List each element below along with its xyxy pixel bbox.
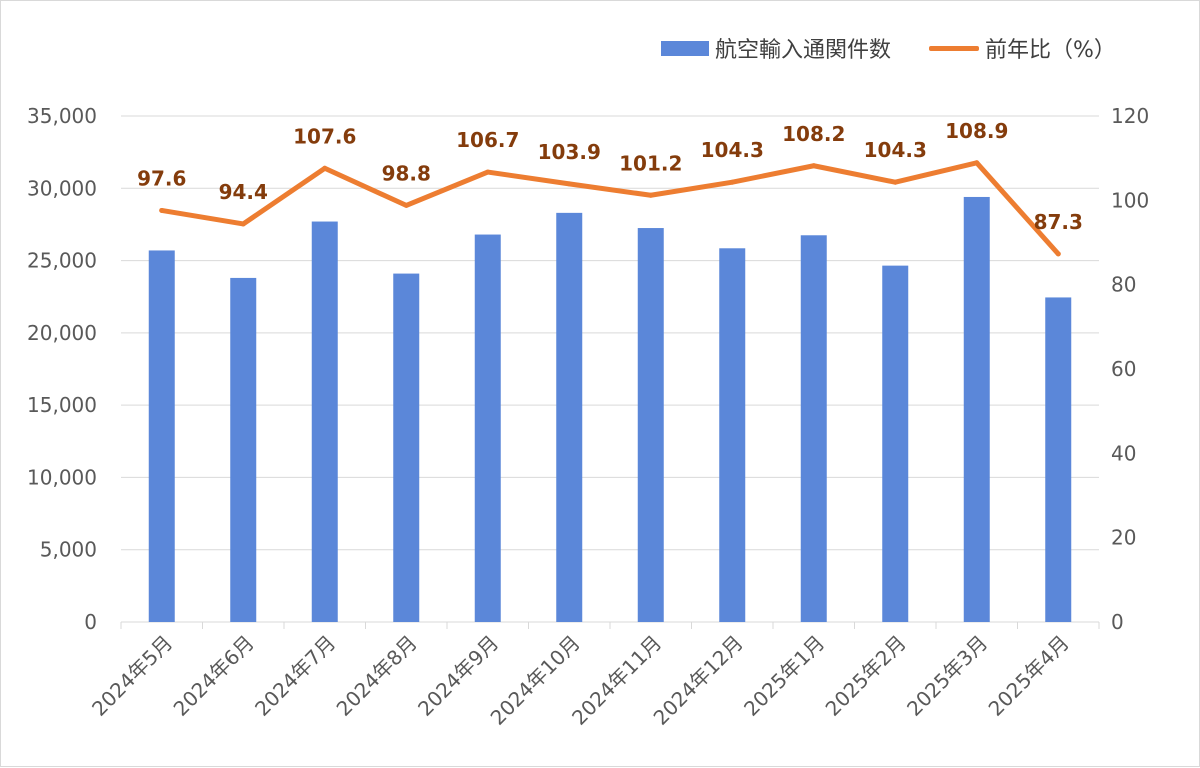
bar: [230, 277, 257, 622]
bar: [474, 234, 501, 622]
bar: [637, 228, 664, 623]
line-point: [322, 165, 328, 171]
bar: [963, 196, 990, 622]
line-point: [1055, 251, 1061, 257]
x-tick-label: 2024年7月: [250, 631, 340, 721]
left-tick-label: 35,000: [27, 104, 97, 128]
line-point: [892, 179, 898, 185]
right-tick-label: 120: [1111, 104, 1149, 128]
data-label: 103.9: [538, 140, 601, 164]
left-tick-label: 25,000: [27, 249, 97, 273]
left-tick-label: 5,000: [40, 538, 97, 562]
x-tick-label: 2025年4月: [984, 631, 1074, 721]
bar: [719, 248, 746, 623]
x-tick-label: 2024年6月: [169, 631, 259, 721]
right-tick-label: 100: [1111, 188, 1149, 212]
bar: [1045, 297, 1072, 622]
data-label: 101.2: [619, 151, 682, 175]
data-label: 107.6: [293, 124, 356, 148]
right-tick-label: 60: [1111, 357, 1136, 381]
x-tick-label: 2025年3月: [902, 631, 992, 721]
line-point: [648, 192, 654, 198]
right-tick-label: 0: [1111, 610, 1124, 634]
legend-label-bar: 航空輸入通関件数: [715, 38, 892, 63]
right-tick-label: 80: [1111, 273, 1136, 297]
data-label: 98.8: [382, 161, 431, 185]
left-tick-label: 20,000: [27, 321, 97, 345]
legend-item-bar: 航空輸入通関件数: [661, 32, 891, 64]
data-label: 104.3: [864, 138, 927, 162]
x-tick-label: 2025年2月: [821, 631, 911, 721]
bar: [556, 212, 583, 622]
bar: [882, 265, 909, 622]
series-line: [159, 160, 1061, 257]
left-tick-label: 30,000: [27, 176, 97, 200]
bar: [393, 273, 420, 622]
x-tick-label: 2024年8月: [332, 631, 422, 721]
legend-item-line: 前年比（%）: [929, 32, 1116, 64]
legend: 航空輸入通関件数 前年比（%）: [661, 33, 1154, 63]
left-tick-label: 10,000: [27, 465, 97, 489]
bar: [148, 250, 175, 623]
right-tick-label: 20: [1111, 526, 1136, 550]
data-label: 104.3: [701, 138, 764, 162]
line-point: [974, 160, 980, 166]
left-tick-label: 0: [84, 610, 97, 634]
line-point: [159, 207, 165, 213]
data-label: 97.6: [137, 166, 186, 190]
data-label: 106.7: [456, 128, 519, 152]
line-point: [729, 179, 735, 185]
bar: [311, 221, 338, 622]
data-label: 108.2: [782, 122, 845, 146]
data-label: 94.4: [219, 180, 268, 204]
legend-swatch-line: [929, 45, 980, 51]
data-label: 87.3: [1034, 210, 1083, 234]
line-point: [485, 169, 491, 175]
line-point: [811, 163, 817, 169]
legend-swatch-bar: [661, 40, 709, 56]
line-point: [566, 181, 572, 187]
bar: [800, 235, 827, 622]
legend-label-line: 前年比（%）: [985, 38, 1116, 63]
line-point: [240, 221, 246, 227]
x-tick-label: 2025年1月: [739, 631, 829, 721]
left-tick-label: 15,000: [27, 393, 97, 417]
line-point: [403, 202, 409, 208]
data-label: 108.9: [945, 119, 1008, 143]
right-tick-label: 40: [1111, 441, 1136, 465]
x-tick-label: 2024年5月: [87, 631, 177, 721]
